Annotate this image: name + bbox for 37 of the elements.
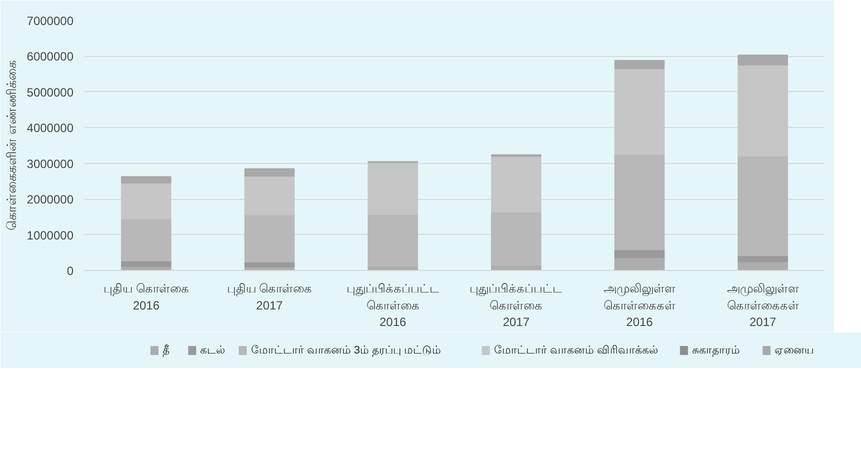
- bar: [121, 218, 172, 262]
- x-tick-label: புதுப்பிக்கப்பட்ட கொள்கை 2016: [346, 282, 440, 330]
- y-tick-label: 0: [66, 264, 74, 278]
- legend-label: ஏனைய: [774, 344, 814, 356]
- legend-label: தீ: [162, 344, 170, 356]
- bar: [121, 176, 172, 184]
- bar: [614, 60, 665, 69]
- bar: [738, 64, 788, 156]
- bar: [368, 214, 418, 267]
- y-tick-label: 3000000: [26, 156, 74, 171]
- bar: [121, 182, 172, 220]
- y-tick-label: 7000000: [26, 14, 74, 28]
- legend-label: மோட்டார் வாகனம் 3ம் தரப்பு மட்டும்: [250, 344, 442, 356]
- x-tick-label: புதிய கொள்கை 2016: [104, 282, 189, 312]
- y-tick-label: 1000000: [26, 228, 74, 242]
- y-axis-title: கொள்கைகளின் எண்ணிக்கை: [4, 60, 19, 230]
- bar: [244, 168, 295, 176]
- x-tick-label: அமுலிலுள்ள கொள்கைகள் 2017: [726, 282, 799, 330]
- y-tick-label: 2000000: [26, 192, 74, 207]
- bar: [614, 68, 665, 155]
- legend-label: சுகாதாரம்: [692, 344, 740, 356]
- bar: [244, 214, 295, 262]
- bar: [738, 54, 788, 66]
- legend-label: கடல்: [200, 344, 226, 356]
- bar: [491, 156, 542, 212]
- legend-label: மோட்டார் வாகனம் விரிவாக்கல்: [494, 344, 658, 356]
- x-tick-label: புதிய கொள்கை 2017: [226, 282, 312, 312]
- y-tick-label: 5000000: [26, 85, 74, 100]
- bar: [368, 162, 418, 215]
- bar: [491, 211, 542, 266]
- y-tick-label: 6000000: [26, 50, 74, 64]
- x-tick-label: அமுலிலுள்ள கொள்கைகள் 2016: [604, 282, 676, 330]
- bar: [244, 175, 295, 216]
- bar: [614, 154, 665, 250]
- y-tick-label: 4000000: [26, 121, 74, 136]
- x-tick-label: புதுப்பிக்கப்பட்ட கொள்கை 2017: [470, 282, 563, 330]
- bar: [738, 155, 788, 256]
